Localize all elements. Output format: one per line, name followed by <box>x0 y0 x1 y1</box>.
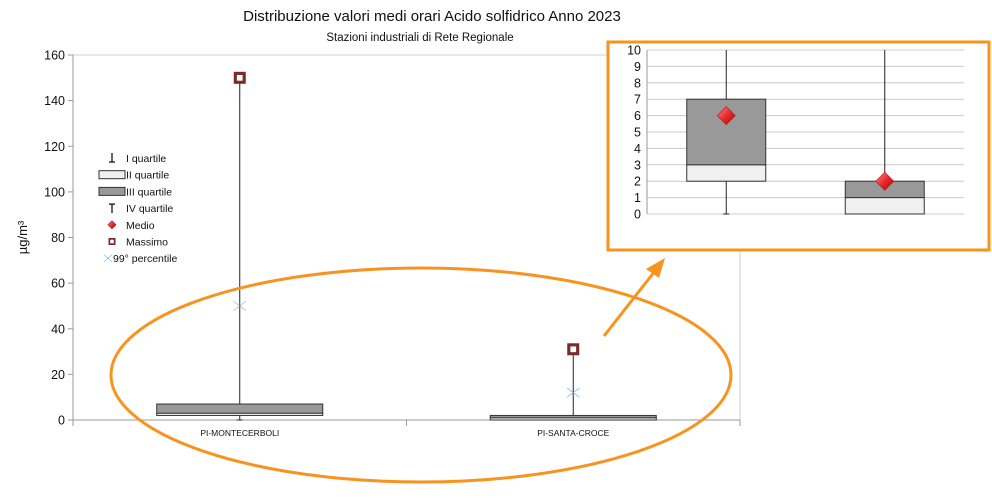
y-tick-label: 120 <box>44 140 65 154</box>
x-tick-label: PI-SANTA-CROCE <box>537 428 609 438</box>
inset-y-tick-label: 1 <box>634 191 641 205</box>
inset-mean-marker <box>875 171 895 191</box>
legend-item: 99° percentile <box>103 253 177 265</box>
legend-label: Medio <box>126 220 155 232</box>
y-tick-label: 40 <box>51 322 65 336</box>
x-tick-label: PI-MONTECERBOLI <box>200 428 279 438</box>
inset-y-tick-label: 8 <box>634 76 641 90</box>
inset-box-lower-quartile <box>844 197 925 215</box>
p99-marker <box>566 387 580 398</box>
station-2 <box>489 343 657 421</box>
legend-item: I quartile <box>109 153 166 165</box>
inset-mean-marker <box>716 106 736 126</box>
legend-label: Massimo <box>126 237 168 249</box>
y-axis-label: µg/m³ <box>15 220 30 254</box>
y-tick-label: 140 <box>44 94 65 108</box>
p99-marker <box>233 301 247 311</box>
legend-symbol <box>107 220 117 230</box>
inset-y-tick-label: 4 <box>634 142 641 156</box>
legend-item: Medio <box>107 220 155 232</box>
y-tick-label: 160 <box>44 49 65 63</box>
max-marker-center <box>570 346 577 353</box>
legend-label: 99° percentile <box>113 253 177 265</box>
highlight-arrow-shaft <box>602 270 657 337</box>
inset-y-tick-label: 10 <box>627 44 641 58</box>
legend-item: III quartile <box>98 186 172 198</box>
legend-label: I quartile <box>126 153 166 165</box>
legend-symbol <box>103 254 113 263</box>
chart-title: Distribuzione valori medi orari Acido so… <box>243 8 621 25</box>
box-upper-quartile <box>489 414 657 419</box>
inset-zoom-plot: 0 1 2 3 4 5 6 7 8 9 10 <box>606 40 991 252</box>
highlight-overlay <box>109 258 733 484</box>
legend-item: Massimo <box>108 237 168 249</box>
inset-y-tick-label: 9 <box>634 60 641 74</box>
inset-y-tick-label: 5 <box>634 126 641 140</box>
inset-y-tick-label: 2 <box>634 175 641 189</box>
legend: I quartile II quartile III quartile IV quar… <box>98 153 177 265</box>
legend-label: IV quartile <box>126 203 173 215</box>
y-tick-label: 60 <box>51 277 65 291</box>
inset-y-tick-label: 3 <box>634 158 641 172</box>
box-upper-quartile <box>156 403 324 414</box>
highlight-arrow-head <box>646 258 665 278</box>
y-tick-label: 100 <box>44 185 65 199</box>
max-marker-center <box>236 74 243 81</box>
y-tick-label: 80 <box>51 231 65 245</box>
inset-box-lower-quartile <box>686 164 767 182</box>
inset-y-tick-label: 6 <box>634 109 641 123</box>
chart-subtitle: Stazioni industriali di Rete Regionale <box>326 32 513 44</box>
station-1 <box>156 71 324 421</box>
highlight-ellipse <box>109 266 733 484</box>
inset-y-tick-label: 7 <box>634 93 641 107</box>
legend-label: II quartile <box>126 170 169 182</box>
legend-symbol <box>98 170 126 180</box>
legend-item: IV quartile <box>109 203 173 215</box>
inset-y-tick-label: 0 <box>634 208 641 222</box>
y-tick-label: 0 <box>58 414 65 428</box>
inset-station-1 <box>686 50 767 215</box>
legend-label: III quartile <box>126 186 172 198</box>
y-tick-label: 20 <box>51 368 65 382</box>
legend-item: II quartile <box>98 170 169 182</box>
main-plot: 020406080100120140160µg/m³PI-MONTECERBOL… <box>15 49 741 438</box>
legend-symbol-center <box>110 239 114 244</box>
inset-station-2 <box>844 50 925 215</box>
legend-symbol <box>98 186 126 196</box>
inset-frame <box>606 40 991 252</box>
